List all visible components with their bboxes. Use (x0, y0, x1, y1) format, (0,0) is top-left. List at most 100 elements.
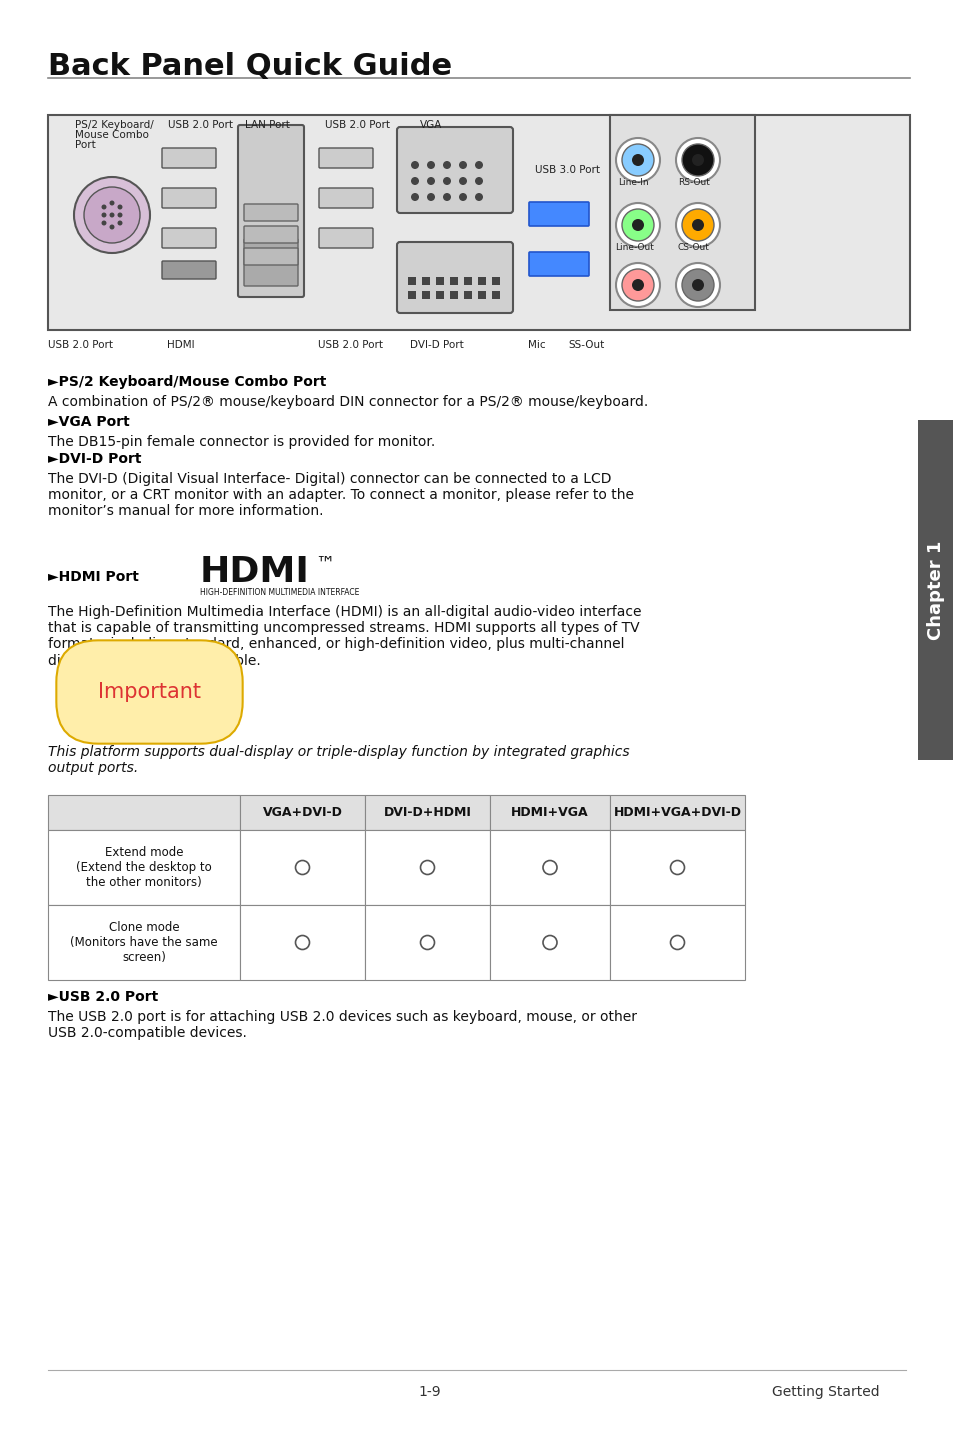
Bar (609, 831, 744, 905)
Circle shape (458, 193, 467, 200)
Text: USB 2.0 Port: USB 2.0 Port (317, 339, 382, 349)
Text: HDMI: HDMI (167, 339, 194, 349)
FancyBboxPatch shape (244, 203, 297, 221)
Circle shape (110, 200, 114, 206)
FancyBboxPatch shape (244, 248, 297, 265)
Text: LAN Port: LAN Port (245, 120, 290, 130)
Text: Clone mode
(Monitors have the same
screen): Clone mode (Monitors have the same scree… (71, 921, 217, 964)
Text: VGA: VGA (419, 120, 442, 130)
Circle shape (691, 155, 703, 166)
Text: Mouse Combo: Mouse Combo (75, 130, 149, 140)
Circle shape (458, 160, 467, 169)
Bar (450, 276, 457, 285)
Circle shape (676, 263, 720, 306)
Text: HIGH-DEFINITION MULTIMEDIA INTERFACE: HIGH-DEFINITION MULTIMEDIA INTERFACE (200, 589, 359, 597)
Bar (408, 291, 416, 299)
Text: Line-Out: Line-Out (615, 243, 653, 252)
Circle shape (110, 225, 114, 229)
Bar (609, 115, 754, 309)
Bar (365, 905, 490, 979)
Circle shape (101, 212, 107, 218)
Circle shape (681, 145, 713, 176)
Circle shape (475, 160, 482, 169)
FancyBboxPatch shape (318, 147, 373, 168)
Bar (477, 276, 485, 285)
Text: HDMI+VGA+DVI-D: HDMI+VGA+DVI-D (613, 805, 740, 819)
Text: ►HDMI Port: ►HDMI Port (48, 570, 139, 584)
Polygon shape (58, 672, 88, 705)
Bar (436, 291, 443, 299)
Bar (421, 276, 430, 285)
FancyBboxPatch shape (162, 228, 215, 248)
Circle shape (458, 178, 467, 185)
Text: HDMI: HDMI (200, 556, 310, 589)
FancyBboxPatch shape (162, 147, 215, 168)
Text: DVI-D Port: DVI-D Port (410, 339, 463, 349)
Circle shape (117, 221, 122, 225)
Circle shape (411, 193, 418, 200)
Circle shape (427, 160, 435, 169)
Text: USB 2.0 Port: USB 2.0 Port (325, 120, 390, 130)
Text: ►DVI-D Port: ►DVI-D Port (48, 453, 141, 465)
Text: HDMI+VGA: HDMI+VGA (511, 805, 588, 819)
Circle shape (681, 269, 713, 301)
FancyBboxPatch shape (244, 239, 297, 286)
Text: !: ! (69, 683, 77, 702)
Circle shape (117, 212, 122, 218)
Circle shape (442, 160, 451, 169)
Circle shape (621, 269, 654, 301)
Bar (492, 291, 499, 299)
Circle shape (101, 205, 107, 209)
Circle shape (676, 137, 720, 182)
Text: The DB15-pin female connector is provided for monitor.: The DB15-pin female connector is provide… (48, 435, 435, 450)
Text: The USB 2.0 port is for attaching USB 2.0 devices such as keyboard, mouse, or ot: The USB 2.0 port is for attaching USB 2.… (48, 1010, 637, 1040)
Text: Important: Important (98, 682, 201, 702)
Text: Line-In: Line-In (618, 178, 648, 188)
FancyBboxPatch shape (237, 125, 304, 296)
Circle shape (84, 188, 140, 243)
Bar (240, 831, 365, 905)
Bar (609, 795, 744, 831)
Text: RS-Out: RS-Out (678, 178, 709, 188)
Bar (365, 831, 490, 905)
Text: SS-Out: SS-Out (567, 339, 603, 349)
Text: 1-9: 1-9 (418, 1385, 441, 1399)
FancyBboxPatch shape (529, 202, 588, 226)
Text: CS-Out: CS-Out (678, 243, 709, 252)
Circle shape (631, 279, 643, 291)
Text: ►VGA Port: ►VGA Port (48, 415, 130, 430)
Bar (408, 276, 416, 285)
Text: A combination of PS/2® mouse/keyboard DIN connector for a PS/2® mouse/keyboard.: A combination of PS/2® mouse/keyboard DI… (48, 395, 648, 410)
Bar (436, 276, 443, 285)
Text: Port: Port (75, 140, 95, 150)
Circle shape (475, 193, 482, 200)
Circle shape (101, 221, 107, 225)
Circle shape (616, 263, 659, 306)
Circle shape (442, 193, 451, 200)
Circle shape (411, 160, 418, 169)
Circle shape (621, 145, 654, 176)
FancyBboxPatch shape (318, 228, 373, 248)
Bar (609, 905, 744, 979)
Bar (450, 291, 457, 299)
FancyBboxPatch shape (162, 188, 215, 208)
Bar (48, 905, 240, 979)
Bar (48, 831, 240, 905)
Bar (240, 795, 365, 831)
Text: This platform supports dual-display or triple-display function by integrated gra: This platform supports dual-display or t… (48, 745, 629, 775)
FancyBboxPatch shape (162, 261, 215, 279)
Circle shape (117, 205, 122, 209)
Bar (477, 291, 485, 299)
Circle shape (676, 203, 720, 246)
Text: Back Panel Quick Guide: Back Panel Quick Guide (48, 52, 452, 82)
Circle shape (74, 178, 150, 253)
Text: USB 2.0 Port: USB 2.0 Port (168, 120, 233, 130)
Circle shape (631, 155, 643, 166)
Circle shape (691, 219, 703, 231)
Bar (240, 905, 365, 979)
Bar (490, 831, 609, 905)
Circle shape (631, 219, 643, 231)
Circle shape (411, 178, 418, 185)
FancyBboxPatch shape (396, 242, 513, 314)
Text: ™: ™ (314, 556, 335, 574)
